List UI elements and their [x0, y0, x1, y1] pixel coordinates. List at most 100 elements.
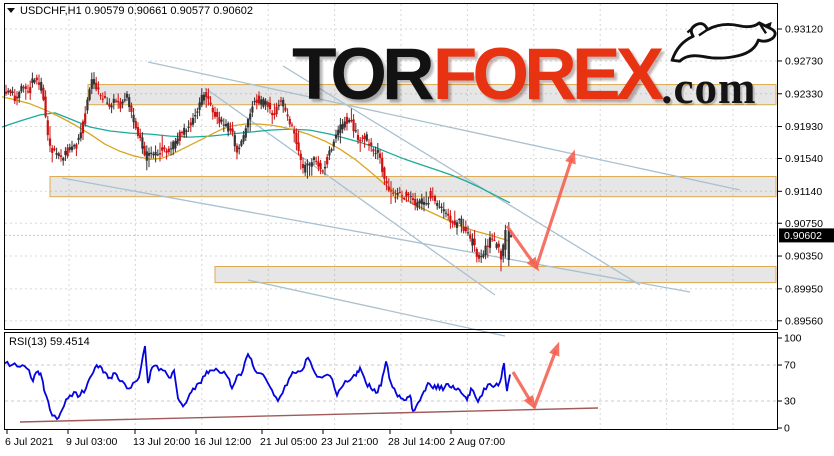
- candle-body: [154, 151, 157, 156]
- candle-body: [119, 102, 122, 109]
- candle-body: [103, 96, 107, 98]
- price-axis-label: 0.90350: [785, 251, 823, 263]
- candle-body: [257, 95, 261, 104]
- candle-body: [339, 124, 342, 134]
- candle-body: [293, 130, 296, 134]
- time-axis-label: 13 Jul 20:00: [133, 436, 190, 448]
- candle-body: [304, 164, 307, 173]
- candle-body: [497, 243, 500, 248]
- candle-body: [121, 101, 124, 104]
- forecast-arrow-line: [534, 157, 574, 269]
- candle-body: [86, 99, 89, 111]
- candle-body: [449, 215, 452, 223]
- candle-body: [26, 91, 30, 93]
- candle-body: [370, 142, 373, 146]
- candle-body: [90, 79, 93, 89]
- rsi-indicator: [4, 345, 599, 423]
- candle-body: [172, 141, 175, 150]
- time-axis-label: 16 Jul 12:00: [194, 436, 251, 448]
- candle-body: [475, 249, 478, 257]
- candle-body: [231, 128, 234, 133]
- candle-body: [117, 100, 120, 103]
- forecast-arrow-head: [549, 341, 560, 357]
- current-price-badge: [779, 228, 834, 243]
- candle-body: [200, 94, 203, 106]
- candle-body: [156, 154, 159, 156]
- candle-body: [123, 99, 126, 101]
- candle-body: [409, 196, 412, 198]
- candle-body: [361, 137, 364, 139]
- candle-body: [345, 116, 349, 124]
- moving-averages: [1, 96, 511, 242]
- candlesticks: [4, 72, 513, 272]
- candle-body: [381, 157, 384, 172]
- candle-body: [277, 105, 280, 107]
- candle-body: [242, 135, 245, 142]
- candle-body: [299, 153, 302, 160]
- candle-body: [9, 90, 12, 93]
- candle-body: [271, 112, 274, 116]
- candle-body: [352, 119, 355, 132]
- candle-body: [427, 202, 430, 205]
- candle-body: [317, 161, 320, 167]
- candle-body: [491, 238, 494, 240]
- candle-body: [328, 150, 331, 156]
- candle-body: [295, 132, 298, 144]
- candle-body: [392, 192, 395, 194]
- candle-body: [22, 87, 25, 89]
- candle-body: [101, 98, 104, 100]
- trendline: [204, 87, 496, 296]
- price-axis-label: 0.92330: [785, 88, 823, 100]
- candle-body: [348, 119, 351, 123]
- grid-lines: [5, 4, 777, 429]
- candle-body: [46, 120, 49, 136]
- candle-body: [473, 238, 476, 246]
- candle-body: [183, 127, 186, 135]
- trendlines: [61, 61, 741, 337]
- candle-body: [99, 95, 102, 97]
- forecast-arrow-line: [532, 349, 558, 409]
- rsi-pane-border: [4, 332, 778, 430]
- price-axis-label: 0.90750: [785, 218, 823, 230]
- candle-body: [235, 145, 239, 153]
- candle-body: [376, 149, 379, 153]
- candle-body: [343, 121, 346, 128]
- candle-body: [471, 238, 474, 246]
- candle-body: [268, 102, 272, 110]
- candle-body: [44, 96, 47, 117]
- candle-body: [194, 115, 197, 117]
- candle-body: [403, 198, 406, 200]
- candle-body: [337, 129, 340, 136]
- candle-body: [420, 198, 423, 205]
- candle-body: [125, 93, 129, 98]
- candle-body: [414, 198, 417, 206]
- candle-body: [84, 113, 87, 124]
- candle-body: [365, 134, 368, 141]
- candle-body: [405, 191, 408, 198]
- candle-body: [286, 114, 289, 117]
- candle-body: [275, 106, 278, 115]
- candle-body: [383, 167, 386, 179]
- candle-body: [407, 193, 410, 195]
- candle-body: [387, 186, 390, 191]
- time-axis-label: 21 Jul 05:00: [260, 436, 317, 448]
- candle-body: [464, 226, 467, 232]
- candle-body: [134, 121, 137, 129]
- candle-body: [282, 99, 285, 107]
- candle-body: [88, 89, 91, 100]
- candle-body: [398, 192, 401, 194]
- axes[interactable]: 0.93120 0.92730 0.92330 0.91930 0.91540 0.911…: [5, 24, 834, 449]
- candle-body: [15, 96, 19, 99]
- candle-body: [150, 152, 153, 155]
- sr-zone: [87, 84, 777, 106]
- forecast-arrow-head: [523, 394, 536, 410]
- candle-body: [40, 82, 43, 91]
- candle-body: [484, 245, 487, 255]
- candle-body: [224, 123, 228, 127]
- candle-body: [374, 153, 377, 155]
- candle-body: [306, 163, 309, 166]
- candle-body: [367, 143, 371, 145]
- symbol-dropdown-icon[interactable]: [7, 8, 15, 13]
